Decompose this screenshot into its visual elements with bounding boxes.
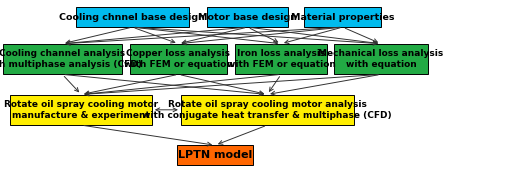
FancyBboxPatch shape — [10, 94, 152, 125]
Text: Motor base design: Motor base design — [198, 13, 297, 22]
FancyBboxPatch shape — [334, 44, 428, 74]
FancyBboxPatch shape — [181, 94, 354, 125]
FancyBboxPatch shape — [304, 7, 381, 27]
FancyBboxPatch shape — [76, 7, 189, 27]
Text: LPTN model: LPTN model — [178, 150, 252, 160]
FancyBboxPatch shape — [3, 44, 122, 74]
Text: Rotate oil spray cooling motor
manufacture & experiment: Rotate oil spray cooling motor manufactu… — [4, 100, 158, 120]
Text: Mechanical loss analysis
with equation: Mechanical loss analysis with equation — [318, 49, 444, 69]
Text: Cooling chnnel base design: Cooling chnnel base design — [59, 13, 205, 22]
FancyBboxPatch shape — [207, 7, 288, 27]
Text: Material properties: Material properties — [291, 13, 395, 22]
FancyBboxPatch shape — [235, 44, 327, 74]
Text: Cooling channel analysis
with multiphase analysis (CFD): Cooling channel analysis with multiphase… — [0, 49, 142, 69]
FancyBboxPatch shape — [130, 44, 227, 74]
Text: Rotate oil spray cooling motor analysis
with conjugate heat transfer & multiphas: Rotate oil spray cooling motor analysis … — [143, 100, 392, 120]
FancyBboxPatch shape — [177, 145, 253, 165]
Text: Copper loss analysis
with FEM or equation: Copper loss analysis with FEM or equatio… — [124, 49, 233, 69]
Text: Iron loss analysis
with FEM or equation: Iron loss analysis with FEM or equation — [227, 49, 335, 69]
